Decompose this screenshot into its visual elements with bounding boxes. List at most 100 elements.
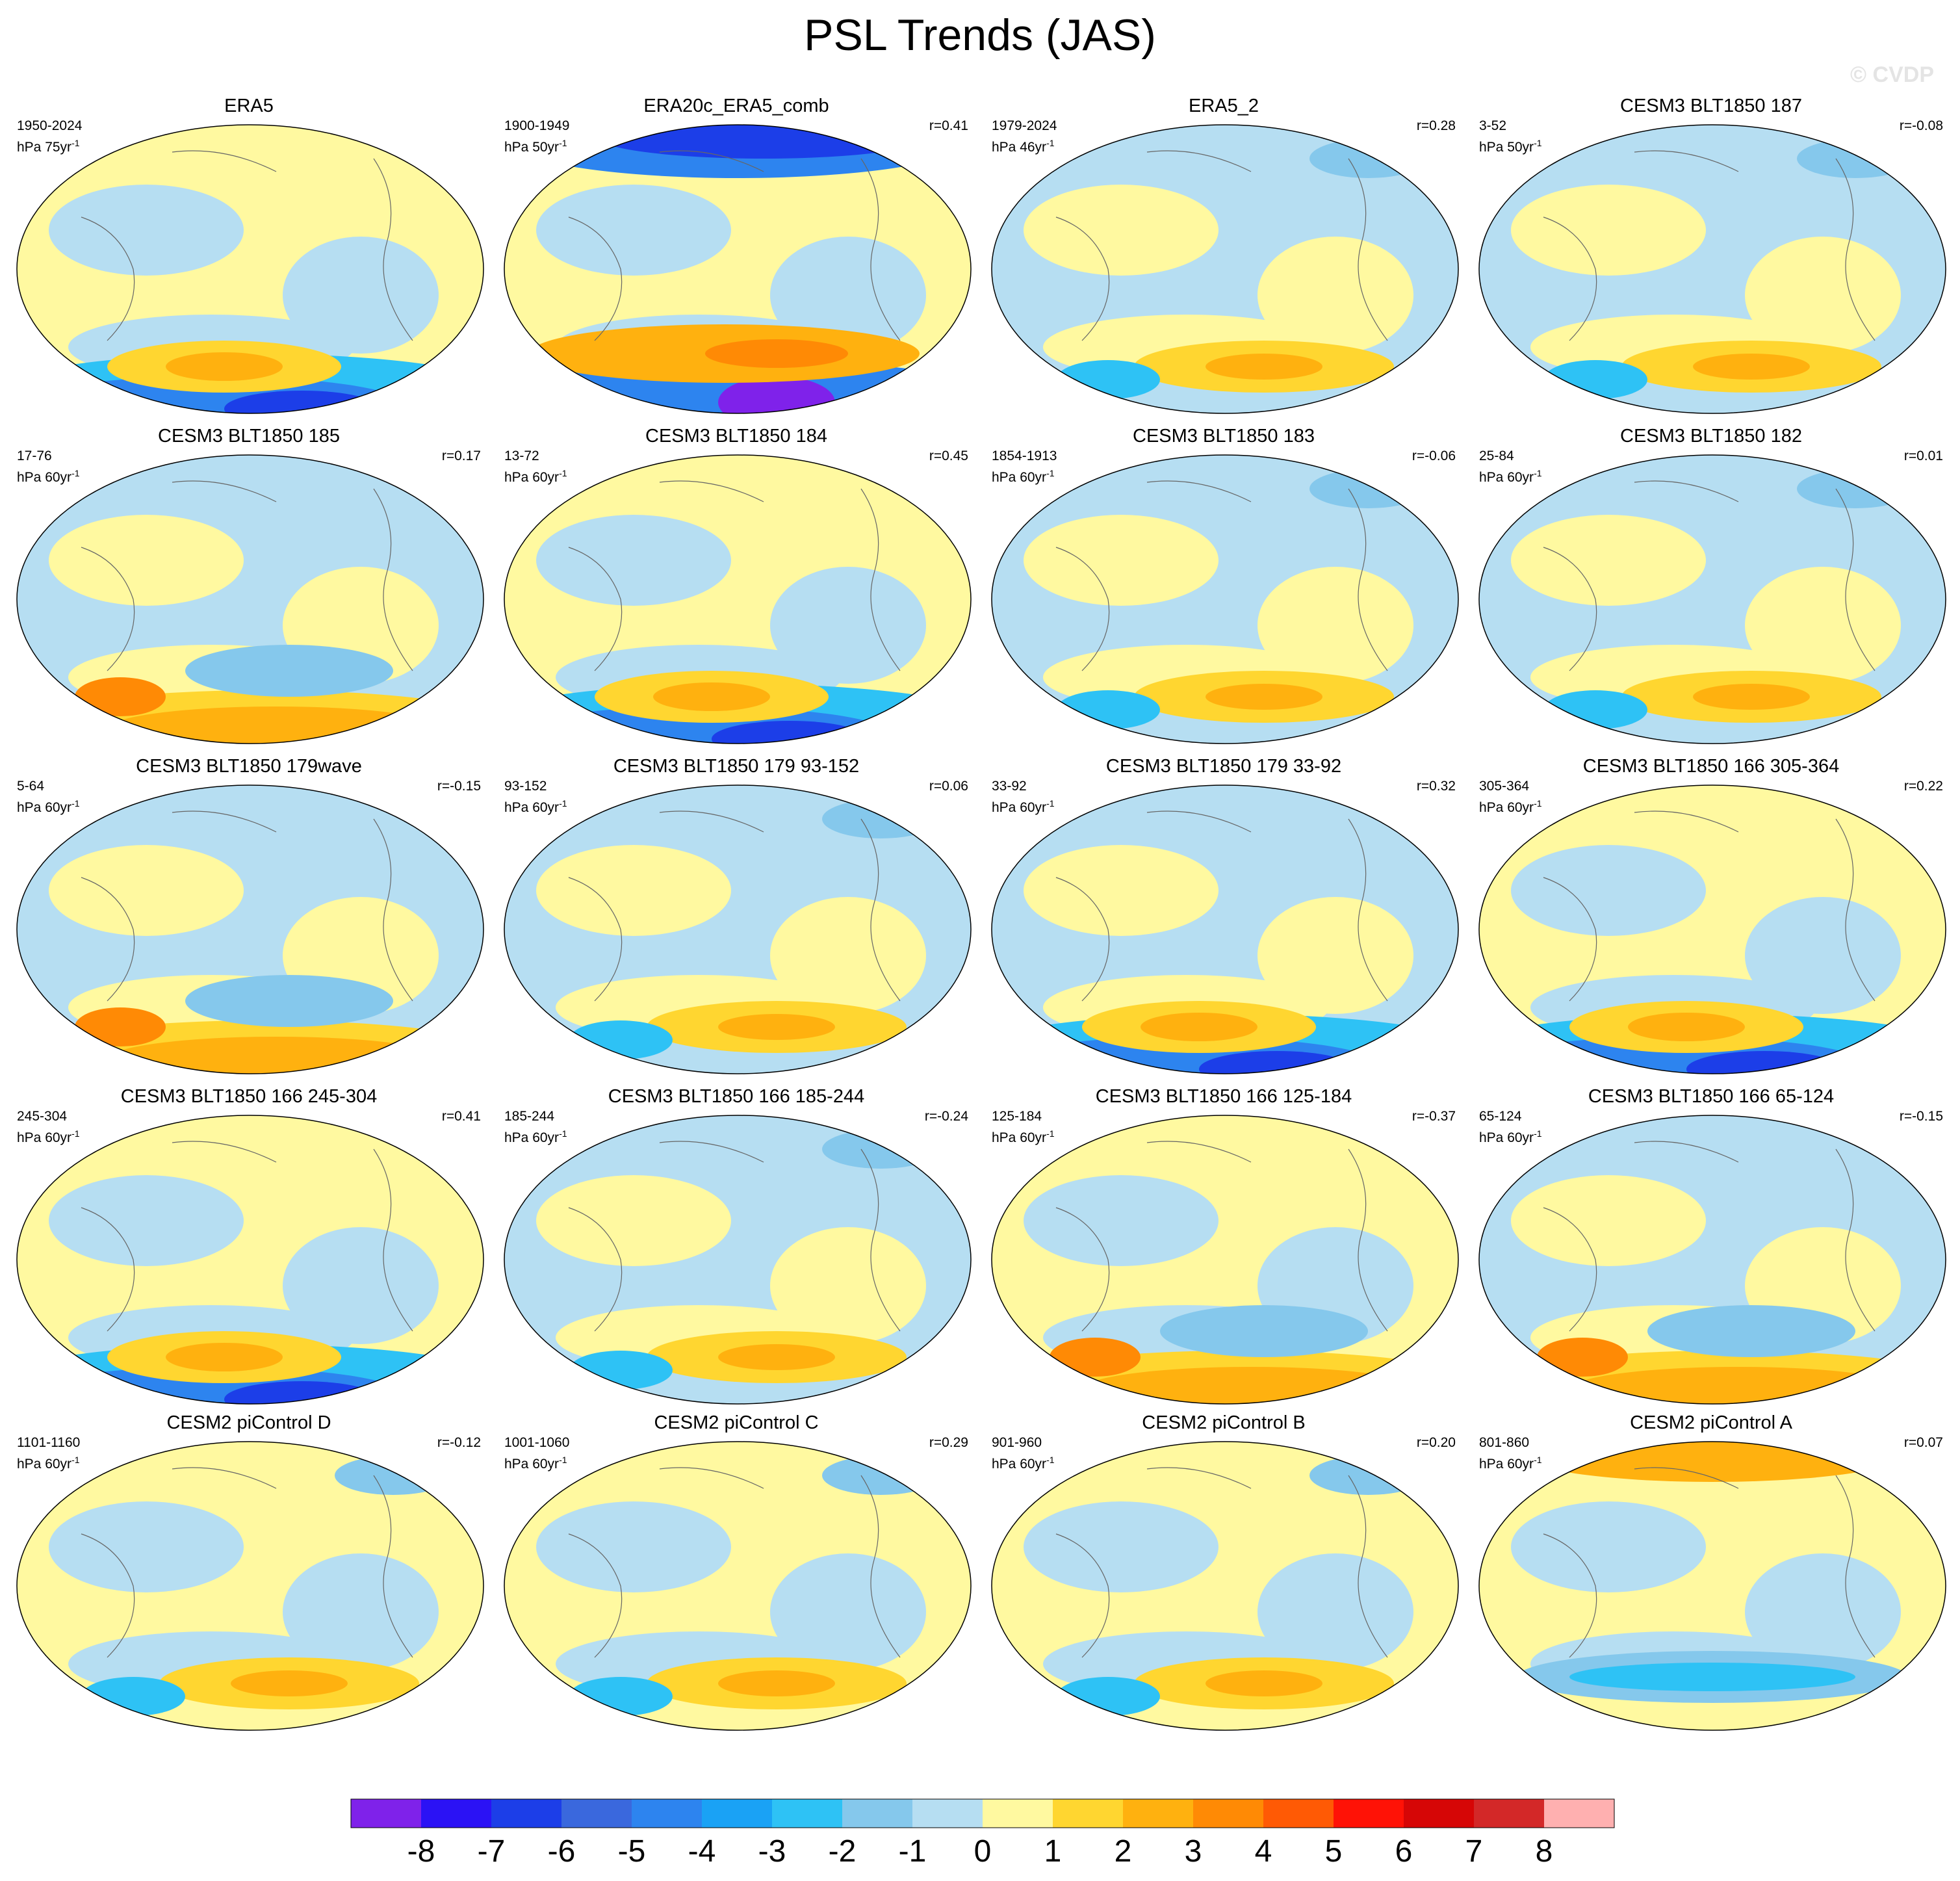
negative-anomaly [569, 1677, 673, 1716]
colorbar-swatch [421, 1799, 491, 1828]
panel-period-units: 17-76 hPa 60yr-1 [17, 447, 80, 486]
map-panel: CESM3 BLT1850 166 305-364 305-364 hPa 60yr… [1467, 755, 1955, 1080]
map-panel: CESM3 BLT1850 166 185-244 185-244 hPa 60yr… [493, 1085, 980, 1410]
panel-period: 1854-1913 [992, 448, 1057, 463]
anomaly-region [1024, 515, 1219, 606]
anomaly-region [1257, 567, 1413, 684]
colorbar-border [350, 1798, 1615, 1828]
panel-period-units: 801-860 hPa 60yr-1 [1479, 1434, 1542, 1473]
anomaly-region [1257, 1553, 1413, 1670]
negative-anomaly [1543, 690, 1647, 729]
panel-period: 25-84 [1479, 448, 1514, 463]
negative-anomaly [185, 645, 393, 697]
negative-anomaly [595, 125, 933, 159]
anomaly-region [49, 515, 244, 606]
coastline [568, 1467, 901, 1658]
colorbar-tick-label: 2 [1115, 1834, 1132, 1869]
panel-period-units: 93-152 hPa 60yr-1 [504, 777, 567, 816]
panel-units: hPa 60yr-1 [504, 798, 567, 815]
negative-anomaly [81, 1677, 185, 1716]
negative-anomaly [1056, 690, 1160, 729]
map-outline [1478, 124, 1946, 414]
negative-anomaly [1199, 1051, 1355, 1074]
map-outline [504, 1115, 972, 1405]
negative-anomaly [712, 721, 868, 744]
negative-anomaly [1309, 139, 1426, 178]
positive-anomaly [166, 352, 283, 381]
colorbar-swatch [912, 1799, 983, 1828]
map-panel: ERA5_2 1979-2024 hPa 46yr-1 r=0.28 [980, 95, 1467, 420]
positive-anomaly [653, 682, 770, 711]
coastline [568, 811, 901, 1002]
negative-anomaly [1160, 1305, 1368, 1357]
panel-units: hPa 60yr-1 [504, 1128, 567, 1145]
negative-anomaly [822, 1456, 939, 1495]
colorbar-swatch [1544, 1799, 1614, 1828]
map-plot [1478, 124, 1946, 414]
anomaly-region [536, 515, 731, 606]
coastline [1055, 150, 1388, 341]
anomaly-region [770, 1553, 926, 1670]
positive-anomaly [231, 1670, 348, 1696]
map-plot [1478, 1115, 1946, 1405]
map-panel: ERA5 1950-2024 hPa 75yr-1 [5, 95, 493, 420]
panel-units: hPa 60yr-1 [17, 1128, 80, 1145]
positive-anomaly [1537, 1338, 1628, 1377]
panel-units: hPa 46yr-1 [992, 138, 1055, 155]
panel-units: hPa 60yr-1 [992, 1455, 1055, 1472]
colorbar-tick-label: -3 [758, 1834, 786, 1869]
map-plot [991, 785, 1459, 1074]
colorbar-swatch [351, 1799, 421, 1828]
panel-title: ERA20c_ERA5_comb [643, 96, 829, 116]
anomaly-region [536, 1175, 731, 1266]
panel-period-units: 245-304 hPa 60yr-1 [17, 1108, 80, 1147]
negative-anomaly [1309, 1456, 1426, 1495]
panel-correlation: r=0.17 [441, 448, 481, 463]
panel-period: 1101-1160 [17, 1435, 81, 1450]
anomaly-region [283, 1553, 439, 1670]
panel-period-units: 3-52 hPa 50yr-1 [1479, 117, 1542, 156]
panel-title: CESM3 BLT1850 182 [1620, 426, 1802, 447]
panel-period: 305-364 [1479, 779, 1530, 794]
negative-anomaly [822, 799, 939, 838]
anomaly-region [49, 845, 244, 936]
negative-anomaly [224, 1381, 380, 1404]
map-outline [991, 1441, 1459, 1731]
map-panel: CESM3 BLT1850 179wave 5-64 hPa 60yr-1 r=-0.… [5, 755, 493, 1080]
map-panel: CESM2 piControl B 901-960 hPa 60yr-1 r=0.20 [980, 1412, 1467, 1737]
panel-period: 93-152 [504, 779, 547, 794]
map-plot [16, 124, 484, 414]
panel-title: CESM3 BLT1850 179 93-152 [613, 756, 860, 777]
positive-anomaly [1141, 1013, 1257, 1041]
panel-correlation: r=0.06 [929, 779, 968, 794]
map-outline [991, 124, 1459, 414]
negative-anomaly [1647, 1305, 1855, 1357]
panel-title: CESM2 piControl B [1142, 1412, 1306, 1433]
map-panel: CESM3 BLT1850 184 13-72 hPa 60yr-1 r=0.45 [493, 425, 980, 750]
map-panel: CESM3 BLT1850 166 245-304 245-304 hPa 60yr… [5, 1085, 493, 1410]
panel-period-units: 65-124 hPa 60yr-1 [1479, 1108, 1542, 1147]
panel-period: 65-124 [1479, 1109, 1522, 1124]
map-plot [16, 1441, 484, 1731]
coastline [1055, 1141, 1388, 1332]
positive-anomaly [718, 1670, 835, 1696]
anomaly-region [1745, 897, 1901, 1014]
panel-period-units: 901-960 hPa 60yr-1 [992, 1434, 1055, 1473]
colorbar-tick-label: 8 [1536, 1834, 1553, 1869]
positive-anomaly [1693, 684, 1810, 710]
coastline [1543, 1467, 1876, 1658]
panel-period: 1900-1949 [504, 118, 570, 133]
anomaly-region [536, 185, 731, 276]
panel-units: hPa 50yr-1 [1479, 138, 1542, 155]
colorbar-tick-label: -1 [899, 1834, 927, 1869]
panel-title: CESM3 BLT1850 166 65-124 [1588, 1086, 1835, 1107]
panel-units: hPa 60yr-1 [1479, 1128, 1542, 1145]
map-outline [1478, 1115, 1946, 1405]
colorbar-swatch [702, 1799, 772, 1828]
map-panel: CESM3 BLT1850 166 125-184 125-184 hPa 60yr… [980, 1085, 1467, 1410]
panel-period: 1979-2024 [992, 118, 1057, 133]
anomaly-region [1257, 237, 1413, 354]
panel-correlation: r=-0.37 [1412, 1109, 1456, 1124]
colorbar-swatch [983, 1799, 1053, 1828]
map-outline [1478, 454, 1946, 744]
